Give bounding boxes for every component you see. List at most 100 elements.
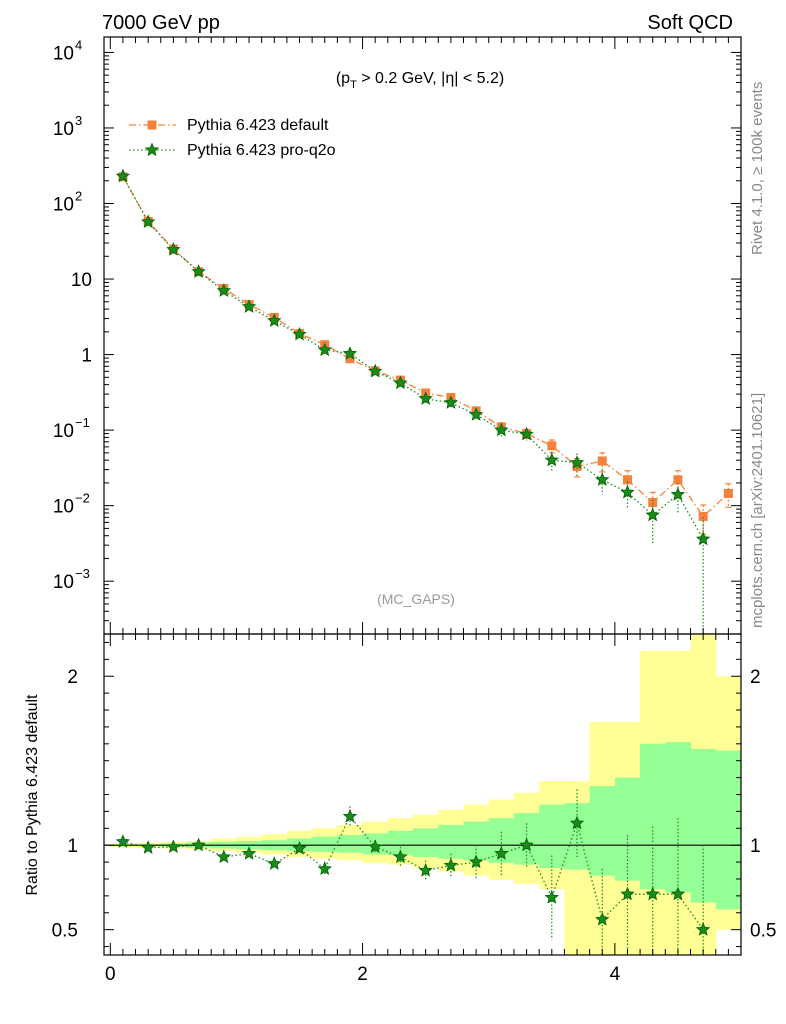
ratio-point	[216, 849, 232, 864]
ratio-point	[670, 886, 686, 901]
ratio-point	[368, 839, 383, 853]
ratio-point	[140, 840, 156, 854]
point-proq2o	[695, 531, 711, 546]
point-default	[547, 441, 557, 451]
point-proq2o	[317, 342, 332, 357]
ratio-ylabel: Ratio to Pythia 6.423 default	[24, 694, 41, 896]
square-marker-icon	[147, 120, 157, 130]
band-inner	[715, 750, 742, 910]
ratio-point	[645, 886, 660, 901]
legend-item-proq2o: Pythia 6.423 pro-q2o	[129, 142, 336, 159]
legend-label-default: Pythia 6.423 default	[187, 117, 329, 134]
point-default	[597, 456, 607, 466]
point-proq2o	[216, 283, 232, 297]
band-inner	[463, 821, 490, 861]
point-default	[723, 488, 733, 498]
band-inner	[539, 804, 565, 868]
ratio-point	[595, 911, 610, 926]
point-proq2o	[267, 313, 282, 327]
band-inner	[614, 777, 641, 881]
x-tick-label: 0	[105, 964, 116, 985]
ratio-panel: 0.5 0.5 1 1 2 2 0 2 4 Ratio to Pythia 6.423 defa…	[24, 633, 776, 985]
band-inner	[640, 743, 666, 890]
ratio-point	[544, 890, 559, 904]
y-tick-label: 10	[53, 572, 74, 593]
x-tick-label: 2	[357, 964, 368, 985]
y-tick-exponent: 3	[75, 113, 82, 128]
star-marker-icon	[144, 142, 160, 157]
point-proq2o	[544, 452, 559, 467]
point-default	[648, 498, 658, 508]
legend-item-default: Pythia 6.423 default	[129, 117, 329, 134]
y-tick-label: 10	[53, 497, 74, 518]
point-default	[698, 511, 708, 521]
ratio-point	[468, 854, 484, 869]
header-right: Soft QCD	[647, 12, 733, 34]
ratio-point	[695, 922, 711, 936]
ratio-point	[519, 837, 534, 852]
mcplots-label: mcplots.cern.ch [arXiv:2401.10621]	[749, 393, 766, 628]
y-tick-exponent: 4	[75, 37, 82, 52]
point-proq2o	[292, 326, 307, 341]
band-inner	[665, 742, 692, 893]
point-proq2o	[620, 484, 635, 499]
point-default	[345, 354, 355, 364]
point-proq2o	[494, 422, 509, 437]
ratio-point	[418, 862, 433, 877]
ratio-y-tick-label-right: 2	[750, 667, 761, 688]
ratio-point	[292, 841, 307, 855]
y-tick-exponent: 2	[75, 188, 82, 203]
point-proq2o	[368, 363, 383, 378]
ratio-point	[241, 846, 257, 860]
mc-gaps-watermark: (MC_GAPS)	[377, 591, 455, 607]
band-inner	[589, 786, 616, 876]
ratio-y-tick-label: 0.5	[52, 921, 78, 942]
ratio-point	[393, 849, 408, 864]
band-inner	[312, 836, 338, 852]
ratio-point	[166, 839, 181, 853]
point-proq2o	[115, 168, 131, 183]
ratio-point	[620, 886, 635, 901]
point-proq2o	[418, 391, 433, 405]
point-proq2o	[645, 507, 660, 522]
main-title: (pT > 0.2 GeV, |η| < 5.2)	[336, 70, 504, 91]
point-proq2o	[166, 242, 181, 256]
y-tick-label: 10	[53, 119, 74, 140]
point-proq2o	[443, 395, 459, 409]
ratio-y-tick-label: 1	[67, 836, 78, 857]
ratio-point	[494, 846, 509, 860]
point-proq2o	[140, 214, 156, 229]
x-tick-label: 4	[610, 964, 621, 985]
point-proq2o	[670, 487, 686, 501]
y-tick-exponent: −1	[75, 415, 90, 430]
y-tick-label: 10	[53, 194, 74, 215]
band-inner	[337, 835, 364, 853]
point-default	[622, 475, 632, 485]
point-proq2o	[342, 346, 358, 360]
point-proq2o	[393, 375, 408, 390]
point-default	[673, 475, 683, 485]
ratio-point	[267, 856, 282, 870]
ratio-y-tick-label-right: 0.5	[750, 921, 776, 942]
band-inner	[438, 824, 464, 859]
rivet-version-label: Rivet 4.1.0, ≥ 100k events	[749, 82, 766, 255]
ratio-point	[191, 837, 206, 852]
y-tick-exponent: −3	[75, 566, 90, 581]
band-inner	[690, 748, 717, 903]
ratio-y-tick-label-right: 1	[750, 836, 761, 857]
y-tick-exponent: −2	[75, 491, 90, 506]
ratio-y-tick-label: 2	[67, 667, 78, 688]
ratio-point	[443, 857, 459, 872]
ratio-point	[115, 834, 131, 848]
band-inner	[413, 828, 439, 858]
ratio-point	[317, 861, 332, 875]
header-left: 7000 GeV pp	[102, 12, 220, 34]
point-proq2o	[468, 407, 484, 421]
point-default	[572, 461, 582, 471]
point-proq2o	[595, 472, 610, 486]
y-tick-label: 1	[81, 346, 92, 367]
point-proq2o	[241, 299, 257, 313]
point-proq2o	[191, 264, 206, 278]
